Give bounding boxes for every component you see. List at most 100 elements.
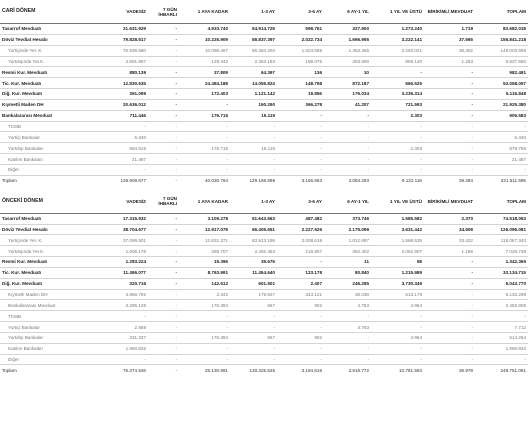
table-cell: 666.525 — [371, 77, 424, 90]
table-cell: - — [424, 66, 475, 79]
table-cell: 248.751.091 — [475, 364, 528, 376]
table-cell: 2.492.453 — [230, 245, 277, 258]
table-cell: 598.761 — [277, 23, 324, 35]
table-cell: 11.496.077 — [108, 267, 148, 279]
table-cell: - — [148, 245, 179, 258]
table-cell: - — [277, 164, 324, 176]
table-cell: 63.913.198 — [230, 234, 277, 247]
table-cell: - — [277, 153, 324, 165]
table-cell: 176.715 — [179, 142, 230, 155]
table-row: Diğer - - - - - - - - - — [0, 164, 528, 176]
row-label: Yurtdışı Bankalar — [0, 142, 108, 155]
table-row: Tasarruf Mevduatı 21.631.929-4.933.740 54.… — [0, 23, 528, 35]
table-cell: 880.139 — [108, 66, 148, 79]
period-title: ÖNCEKİ DÖNEM — [0, 189, 108, 214]
table-cell: 5.043.770 — [475, 278, 528, 290]
table-cell: 3.156.563 — [277, 174, 324, 186]
row-label: Toplam — [0, 174, 108, 186]
table-cell: 80.840 — [324, 267, 371, 279]
row-label: Kıymetli Maden DH — [0, 99, 108, 111]
table-row: Tic. Kur. Mevduatı 11.496.077-8.763.991 11… — [0, 267, 528, 279]
table-cell: 10.096.467 — [179, 45, 230, 57]
row-label: Diğ. Kur. Mevduatı — [0, 88, 108, 100]
table-cell: - — [148, 142, 179, 155]
table-cell: 199.075 — [277, 56, 324, 68]
table-cell: 1.960.832 — [475, 343, 528, 355]
table-row: Resmi Kur. Mevduatı 1.283.224-19.396 39.67… — [0, 256, 528, 268]
row-label: Diğer — [0, 164, 108, 176]
table-cell: 142.512 — [179, 278, 230, 290]
table-cell: 149.003.668 — [475, 45, 528, 57]
table-cell: 12.830.535 — [108, 77, 148, 90]
table-cell: - — [148, 234, 179, 247]
table-cell: 148.798 — [277, 77, 324, 90]
table-cell: - — [230, 153, 277, 165]
table-cell: 10 — [324, 66, 371, 79]
table-cell: - — [475, 310, 528, 323]
table-cell: - — [148, 131, 179, 144]
table-cell: 54.914.729 — [230, 23, 277, 35]
table-cell: 19.396 — [179, 256, 230, 268]
table-cell: 51.643.663 — [230, 213, 277, 225]
table-cell: 2.227.526 — [277, 224, 324, 236]
table-cell: - — [277, 321, 324, 333]
table-cell: 179.827 — [230, 289, 277, 301]
table-cell: 711.446 — [108, 110, 148, 122]
table-cell: 1.342.365 — [475, 256, 528, 268]
table-cell: 4.753 — [324, 321, 371, 333]
table-cell: - — [148, 343, 179, 355]
table-cell: - — [148, 174, 179, 186]
table-cell: - — [324, 121, 371, 133]
table-cell: 4.958.792 — [108, 289, 148, 301]
row-label: Toplam — [0, 364, 108, 376]
table-row: Döviz Tevdiat Hesabı 38.704.677-12.917.07… — [0, 224, 528, 236]
table-cell: 878.756 — [475, 142, 528, 155]
table-cell: 320.716 — [108, 278, 148, 290]
column-header: 1-3 AY — [230, 189, 277, 214]
table-cell: - — [148, 332, 179, 344]
header-row: CARİ DÖNEM VADESİZ 7 GÜN İHBARLI 1 AYA KADA… — [0, 0, 528, 24]
column-header: TOPLAM — [475, 189, 528, 214]
row-label: Yurtiçi Bankalar — [0, 321, 108, 333]
table-cell: - — [277, 121, 324, 133]
table-cell: - — [277, 256, 324, 268]
table-cell: 5.116.848 — [475, 88, 528, 100]
table-cell: 721.593 — [371, 99, 424, 111]
table-cell: 684.619 — [108, 142, 148, 155]
table-cell: 3.730.349 — [371, 278, 424, 290]
table-row: Tic. Kur. Mevduatı 12.830.535-24.484.188 1… — [0, 77, 528, 90]
table-cell: 176.034 — [324, 88, 371, 100]
row-label: Resmi Kur. Mevduatı — [0, 256, 108, 268]
table-cell: - — [179, 99, 230, 111]
row-label: Yurtiçi Bankalar — [0, 131, 108, 144]
table-cell: - — [148, 213, 179, 225]
table-cell: - — [371, 153, 424, 165]
table-cell: 119.067.343 — [475, 234, 528, 247]
table-cell: 176.394 — [179, 299, 230, 312]
table-row: Diğ. Kur. Mevduatı 320.716-142.512 601.501… — [0, 278, 528, 290]
table-cell: - — [179, 121, 230, 133]
table-cell: 1.812.697 — [324, 234, 371, 247]
table-cell: 7.028.738 — [475, 245, 528, 258]
row-label: Bankalararası Mevduat — [0, 110, 108, 122]
column-header: 1 YIL VE ÜSTÜ — [371, 0, 424, 24]
table-cell: - — [148, 153, 179, 165]
table-cell: - — [475, 164, 528, 176]
table-cell: - — [230, 121, 277, 133]
table-cell: 58 — [371, 256, 424, 268]
table-cell: - — [424, 256, 475, 268]
table-cell: - — [148, 99, 179, 111]
table-cell: - — [108, 310, 148, 323]
table-cell: 3.184.616 — [277, 364, 324, 376]
table-cell: 9.122.116 — [371, 174, 424, 186]
table-cell: - — [148, 66, 179, 79]
table-cell: - — [424, 88, 475, 100]
table-cell: 2.175.099 — [324, 224, 371, 236]
table-cell: 285.707 — [179, 245, 230, 258]
row-label: Katılım Bankaları — [0, 153, 108, 165]
table-cell: 1.823.659 — [277, 45, 324, 57]
column-header: 1 YIL VE ÜSTÜ — [371, 189, 424, 214]
table-cell: 83.682.018 — [475, 23, 528, 35]
table-cell: 601.501 — [230, 278, 277, 290]
table-cell: 3.631.442 — [371, 224, 424, 236]
